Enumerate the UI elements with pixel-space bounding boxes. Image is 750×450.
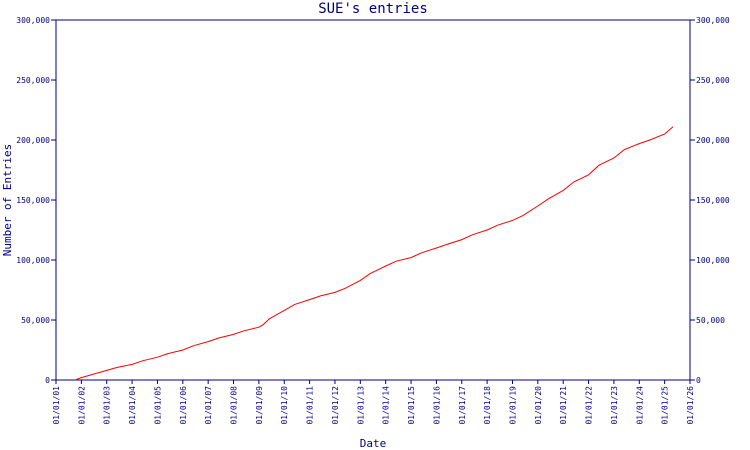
x-tick-label: 01/01/04 [128, 386, 137, 425]
y-tick-label-right: 50,000 [696, 316, 725, 325]
x-tick-label: 01/01/08 [230, 386, 239, 425]
chart-title: SUE's entries [318, 1, 428, 17]
y-axis-label: Number of Entries [1, 144, 14, 257]
x-tick-label: 01/01/20 [534, 386, 543, 425]
x-tick-label: 01/01/17 [458, 386, 467, 425]
y-tick-label-right: 150,000 [696, 196, 730, 205]
y-tick-label-right: 250,000 [696, 76, 730, 85]
series-line [74, 126, 674, 381]
x-tick-label: 01/01/11 [306, 386, 315, 425]
x-tick-label: 01/01/15 [407, 386, 416, 425]
x-tick-label: 01/01/01 [52, 386, 61, 425]
y-tick-label-left: 50,000 [21, 316, 50, 325]
x-tick-label: 01/01/26 [686, 386, 695, 425]
x-tick-label: 01/01/02 [77, 386, 86, 425]
x-tick-label: 01/01/07 [204, 386, 213, 425]
y-tick-label-right: 100,000 [696, 256, 730, 265]
y-tick-label-right: 300,000 [696, 16, 730, 25]
x-tick-label: 01/01/05 [153, 386, 162, 425]
y-tick-label-left: 100,000 [16, 256, 50, 265]
x-tick-label: 01/01/10 [280, 386, 289, 425]
y-tick-label-left: 250,000 [16, 76, 50, 85]
x-tick-label: 01/01/14 [382, 386, 391, 425]
y-tick-label-left: 300,000 [16, 16, 50, 25]
y-tick-label-left: 200,000 [16, 136, 50, 145]
x-tick-label: 01/01/03 [103, 386, 112, 425]
y-tick-label-left: 0 [45, 376, 50, 385]
x-tick-label: 01/01/23 [610, 386, 619, 425]
y-tick-label-right: 0 [696, 376, 701, 385]
x-tick-label: 01/01/22 [585, 386, 594, 425]
y-tick-label-left: 150,000 [16, 196, 50, 205]
y-tick-label-right: 200,000 [696, 136, 730, 145]
y-axis-left: 0 50,000 100,000 150,000 200,000 250,000 300,0… [16, 16, 56, 385]
x-tick-label: 01/01/12 [331, 386, 340, 425]
x-tick-label: 01/01/13 [356, 386, 365, 425]
x-tick-label: 01/01/06 [179, 386, 188, 425]
x-tick-label: 01/01/19 [508, 386, 517, 425]
x-tick-label: 01/01/18 [483, 386, 492, 425]
x-tick-label: 01/01/16 [432, 386, 441, 425]
x-axis-label: Date [360, 437, 387, 450]
x-axis: 01/01/01 01/01/02 01/01/03 01/01/04 01/01/05… [52, 380, 695, 425]
x-tick-label: 01/01/09 [255, 386, 264, 425]
x-tick-label: 01/01/25 [661, 386, 670, 425]
x-tick-label: 01/01/24 [635, 386, 644, 425]
y-axis-right: 0 50,000 100,000 150,000 200,000 250,000 300,0… [690, 16, 730, 385]
x-tick-label: 01/01/21 [559, 386, 568, 425]
